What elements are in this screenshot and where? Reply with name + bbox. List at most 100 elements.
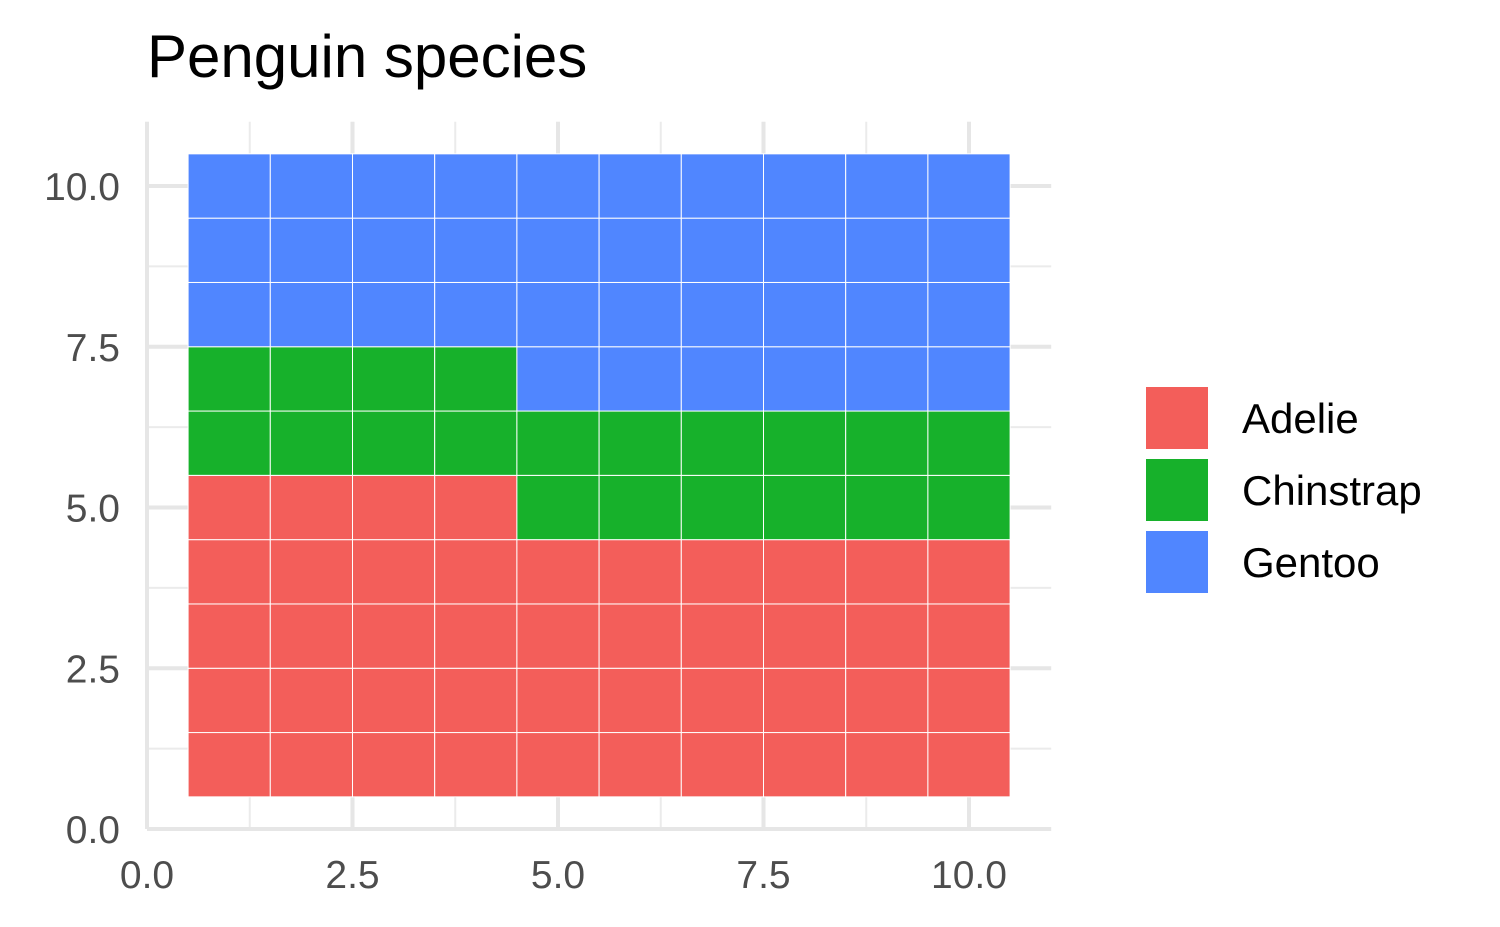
waffle-tile-adelie xyxy=(598,603,682,669)
waffle-tile-adelie xyxy=(516,539,600,605)
waffle-tile-gentoo xyxy=(680,217,764,283)
waffle-tile-gentoo xyxy=(763,281,847,348)
waffle-tile-adelie xyxy=(598,667,682,734)
waffle-tile-adelie xyxy=(269,667,353,734)
waffle-tile-gentoo xyxy=(845,217,929,283)
waffle-tile-adelie xyxy=(680,539,764,605)
waffle-tile-gentoo xyxy=(927,217,1011,283)
waffle-tile-gentoo xyxy=(598,346,682,412)
waffle-tile-chinstrap xyxy=(516,410,600,476)
waffle-tile-gentoo xyxy=(269,153,353,219)
waffle-tile-gentoo xyxy=(598,281,682,348)
waffle-tile-adelie xyxy=(434,539,518,605)
waffle-tile-adelie xyxy=(763,539,847,605)
waffle-tile-chinstrap xyxy=(516,474,600,541)
waffle-tile-adelie xyxy=(187,474,271,541)
waffle-tile-adelie xyxy=(434,732,518,798)
waffle-tile-gentoo xyxy=(680,281,764,348)
waffle-tile-adelie xyxy=(434,603,518,669)
waffle-tile-gentoo xyxy=(680,153,764,219)
waffle-tile-gentoo xyxy=(187,153,271,219)
waffle-tile-gentoo xyxy=(598,153,682,219)
waffle-tile-gentoo xyxy=(845,153,929,219)
waffle-tile-gentoo xyxy=(352,281,436,348)
waffle-tile-adelie xyxy=(352,732,436,798)
waffle-tile-gentoo xyxy=(763,346,847,412)
waffle-tile-gentoo xyxy=(434,217,518,283)
waffle-tile-chinstrap xyxy=(763,474,847,541)
waffle-tile-adelie xyxy=(352,603,436,669)
waffle-tile-adelie xyxy=(269,539,353,605)
waffle-tile-gentoo xyxy=(763,217,847,283)
waffle-tile-chinstrap xyxy=(269,346,353,412)
waffle-tile-chinstrap xyxy=(763,410,847,476)
waffle-tile-adelie xyxy=(598,732,682,798)
waffle-tile-adelie xyxy=(763,732,847,798)
waffle-tile-adelie xyxy=(927,732,1011,798)
x-tick-label: 2.5 xyxy=(325,854,379,897)
legend-label-chinstrap: Chinstrap xyxy=(1242,467,1422,514)
waffle-tile-gentoo xyxy=(598,217,682,283)
legend-label-gentoo: Gentoo xyxy=(1242,539,1380,586)
waffle-tile-adelie xyxy=(269,732,353,798)
waffle-tile-chinstrap xyxy=(845,474,929,541)
x-tick-label: 5.0 xyxy=(531,854,585,897)
waffle-tile-gentoo xyxy=(187,217,271,283)
waffle-tile-adelie xyxy=(516,732,600,798)
waffle-tile-adelie xyxy=(845,732,929,798)
waffle-tile-adelie xyxy=(845,603,929,669)
waffle-tile-gentoo xyxy=(927,281,1011,348)
legend-key-adelie xyxy=(1146,387,1208,449)
waffle-tile-gentoo xyxy=(269,281,353,348)
waffle-tile-adelie xyxy=(598,539,682,605)
waffle-tile-adelie xyxy=(269,474,353,541)
waffle-tile-gentoo xyxy=(434,281,518,348)
waffle-tile-chinstrap xyxy=(598,474,682,541)
waffle-tile-adelie xyxy=(352,539,436,605)
waffle-tile-chinstrap xyxy=(434,346,518,412)
waffle-tile-adelie xyxy=(352,667,436,734)
waffle-tile-gentoo xyxy=(927,346,1011,412)
waffle-tile-adelie xyxy=(434,474,518,541)
waffle-tile-gentoo xyxy=(927,153,1011,219)
waffle-tile-gentoo xyxy=(187,281,271,348)
legend-key-gentoo xyxy=(1146,531,1208,593)
waffle-tile-adelie xyxy=(680,603,764,669)
waffle-tile-chinstrap xyxy=(187,410,271,476)
waffle-tile-chinstrap xyxy=(187,346,271,412)
waffle-tile-chinstrap xyxy=(680,474,764,541)
legend-label-adelie: Adelie xyxy=(1242,395,1359,442)
waffle-tile-adelie xyxy=(516,603,600,669)
y-tick-label: 2.5 xyxy=(66,648,120,691)
x-tick-label: 7.5 xyxy=(736,854,790,897)
waffle-tile-chinstrap xyxy=(927,410,1011,476)
waffle-tile-adelie xyxy=(845,539,929,605)
waffle-tile-gentoo xyxy=(516,281,600,348)
waffle-tile-chinstrap xyxy=(352,410,436,476)
waffle-tile-adelie xyxy=(187,603,271,669)
waffle-tile-chinstrap xyxy=(352,346,436,412)
waffle-tile-chinstrap xyxy=(845,410,929,476)
waffle-tile-adelie xyxy=(269,603,353,669)
waffle-tile-gentoo xyxy=(516,346,600,412)
waffle-tile-adelie xyxy=(763,603,847,669)
waffle-tile-adelie xyxy=(680,667,764,734)
y-axis-tick-labels: 0.0 2.5 5.0 7.5 10.0 xyxy=(44,166,120,852)
waffle-tile-adelie xyxy=(187,539,271,605)
waffle-tile-adelie xyxy=(927,667,1011,734)
waffle-tile-adelie xyxy=(845,667,929,734)
waffle-tile-gentoo xyxy=(269,217,353,283)
waffle-tile-adelie xyxy=(927,539,1011,605)
y-tick-label: 0.0 xyxy=(66,809,120,852)
y-tick-label: 5.0 xyxy=(66,488,120,531)
waffle-tile-adelie xyxy=(763,667,847,734)
waffle-tile-chinstrap xyxy=(598,410,682,476)
waffle-tile-chinstrap xyxy=(680,410,764,476)
waffle-tile-adelie xyxy=(187,732,271,798)
waffle-tile-gentoo xyxy=(516,217,600,283)
x-tick-label: 0.0 xyxy=(120,854,174,897)
waffle-tile-gentoo xyxy=(845,281,929,348)
waffle-tile-adelie xyxy=(516,667,600,734)
y-tick-label: 7.5 xyxy=(66,327,120,370)
waffle-tile-gentoo xyxy=(352,217,436,283)
